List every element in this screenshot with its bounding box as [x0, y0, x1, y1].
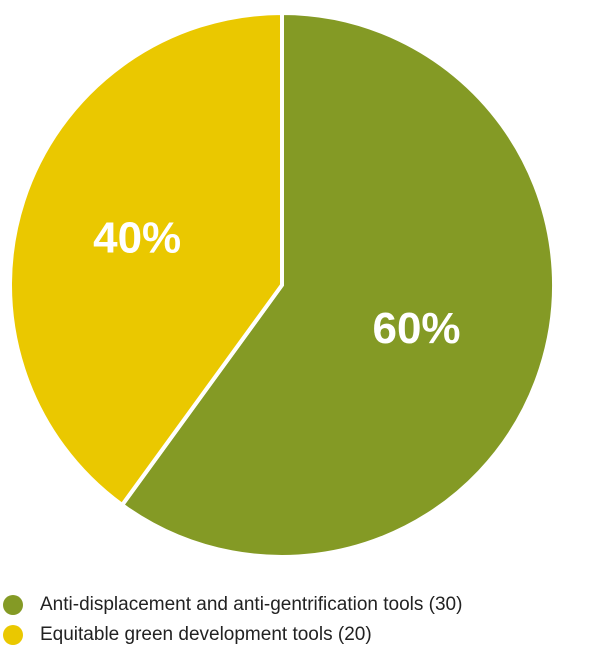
- legend: Anti-displacement and anti-gentrificatio…: [0, 590, 595, 650]
- legend-item-green-development: Equitable green development tools (20): [0, 620, 595, 650]
- slice-anti-displacement: [120, 11, 556, 559]
- legend-item-anti-displacement: Anti-displacement and anti-gentrificatio…: [0, 590, 595, 620]
- pie-chart: 60% 40%: [8, 11, 556, 559]
- slice-label-green-development: 40%: [93, 213, 181, 262]
- slice-label-anti-displacement: 60%: [372, 304, 460, 353]
- legend-label-green-development: Equitable green development tools (20): [40, 624, 372, 645]
- slice-green-development: [8, 11, 284, 508]
- legend-swatch-anti-displacement: [3, 595, 23, 615]
- legend-label-anti-displacement: Anti-displacement and anti-gentrificatio…: [40, 594, 463, 615]
- legend-swatch-green-development: [3, 625, 23, 645]
